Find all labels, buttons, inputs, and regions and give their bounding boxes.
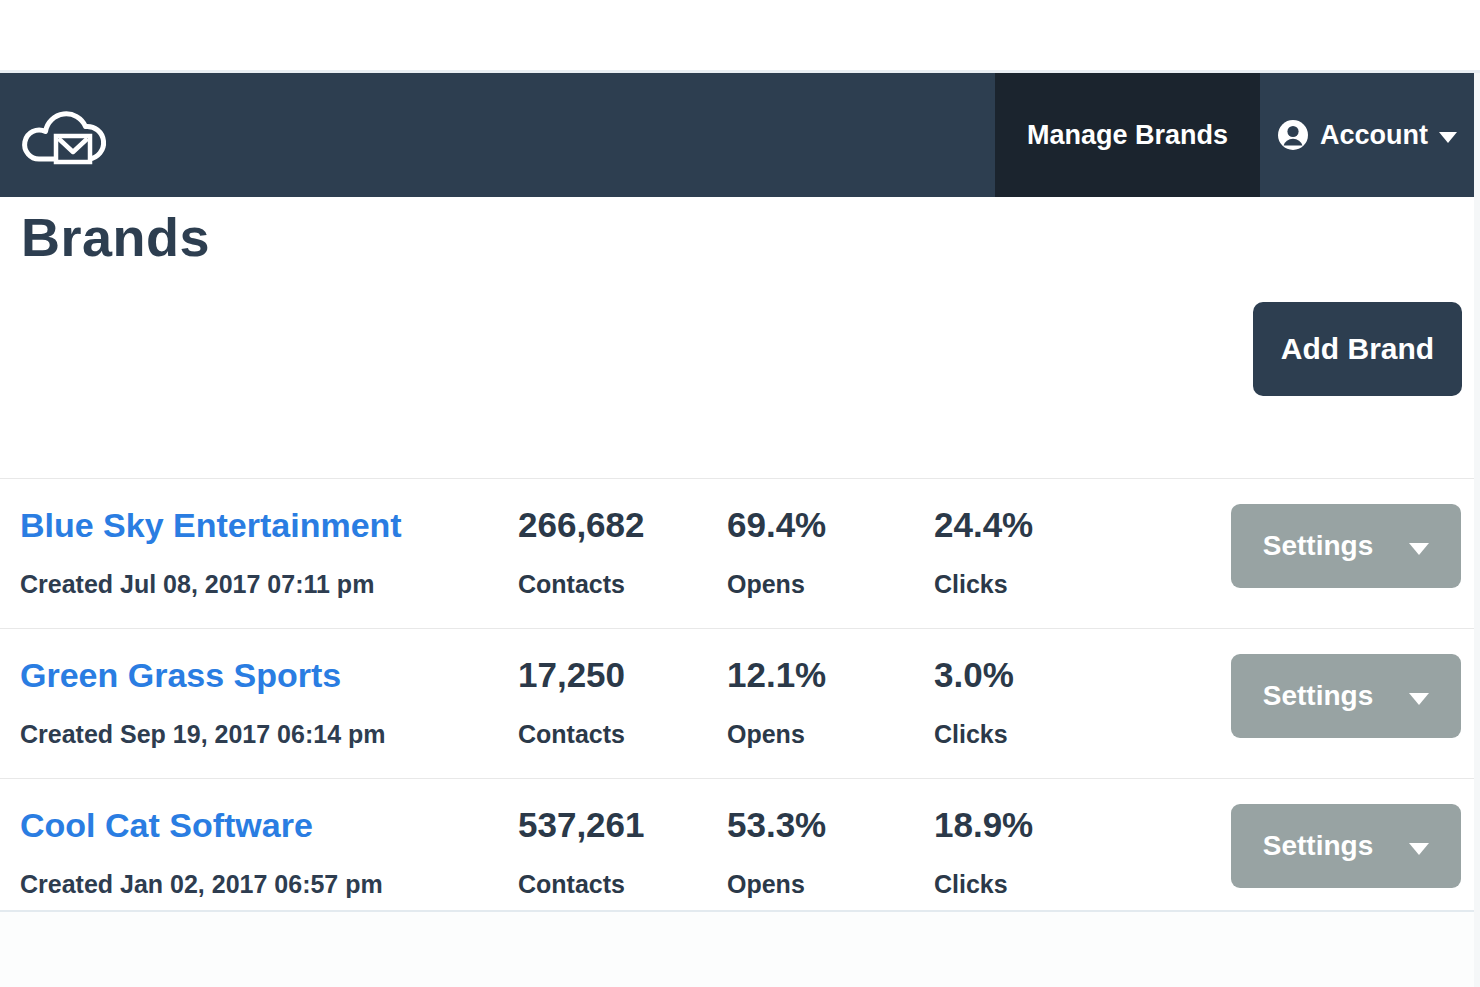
cloud-envelope-logo-icon (20, 102, 108, 168)
brand-stat-contacts: 537,261 Contacts (518, 779, 727, 910)
brand-info-cell: Green Grass Sports Created Sep 19, 2017 … (20, 629, 518, 778)
brand-stat-clicks: 24.4% Clicks (934, 479, 1231, 628)
brand-name-link[interactable]: Blue Sky Entertainment (20, 504, 402, 546)
brand-stat-opens: 53.3% Opens (727, 779, 934, 910)
settings-button[interactable]: Settings (1231, 804, 1461, 888)
brand-actions-cell: Settings (1231, 479, 1461, 628)
nav-manage-brands-label: Manage Brands (1027, 120, 1228, 151)
opens-value: 69.4% (727, 504, 934, 546)
right-whitespace (1474, 73, 1480, 987)
user-circle-icon (1277, 119, 1309, 151)
settings-button[interactable]: Settings (1231, 654, 1461, 738)
caret-down-icon (1409, 543, 1429, 555)
contacts-label: Contacts (518, 870, 727, 899)
brands-list: Blue Sky Entertainment Created Jul 08, 2… (0, 478, 1474, 910)
brand-row: Blue Sky Entertainment Created Jul 08, 2… (0, 478, 1474, 628)
nav-account-label: Account (1320, 120, 1428, 151)
brand-row: Cool Cat Software Created Jan 02, 2017 0… (0, 778, 1474, 910)
brand-stat-clicks: 3.0% Clicks (934, 629, 1231, 778)
brand-info-cell: Cool Cat Software Created Jan 02, 2017 0… (20, 779, 518, 910)
brand-stat-opens: 69.4% Opens (727, 479, 934, 628)
brand-actions-cell: Settings (1231, 629, 1461, 778)
nav-manage-brands[interactable]: Manage Brands (995, 73, 1260, 197)
clicks-label: Clicks (934, 570, 1231, 599)
clicks-value: 3.0% (934, 654, 1231, 696)
navbar: Manage Brands Account (0, 73, 1474, 197)
contacts-value: 17,250 (518, 654, 727, 696)
settings-button-label: Settings (1263, 680, 1373, 712)
settings-button-label: Settings (1263, 530, 1373, 562)
brand-created-date: Created Sep 19, 2017 06:14 pm (20, 720, 518, 749)
brand-created-date: Created Jul 08, 2017 07:11 pm (20, 570, 518, 599)
clicks-label: Clicks (934, 870, 1231, 899)
caret-down-icon (1439, 132, 1457, 143)
opens-label: Opens (727, 570, 934, 599)
add-brand-button[interactable]: Add Brand (1253, 302, 1462, 396)
clicks-value: 24.4% (934, 504, 1231, 546)
app-logo[interactable] (18, 100, 110, 170)
opens-label: Opens (727, 870, 934, 899)
opens-value: 53.3% (727, 804, 934, 846)
contacts-label: Contacts (518, 720, 727, 749)
page-title: Brands (21, 206, 210, 268)
page: Manage Brands Account Brands Add Brand B… (0, 0, 1480, 987)
contacts-value: 537,261 (518, 804, 727, 846)
clicks-label: Clicks (934, 720, 1231, 749)
opens-value: 12.1% (727, 654, 934, 696)
brand-stat-contacts: 266,682 Contacts (518, 479, 727, 628)
nav-account-menu[interactable]: Account (1260, 73, 1474, 197)
caret-down-icon (1409, 693, 1429, 705)
brand-stat-clicks: 18.9% Clicks (934, 779, 1231, 910)
settings-button-label: Settings (1263, 830, 1373, 862)
brand-name-link[interactable]: Cool Cat Software (20, 804, 313, 846)
brand-info-cell: Blue Sky Entertainment Created Jul 08, 2… (20, 479, 518, 628)
bottom-whitespace (0, 910, 1474, 987)
clicks-value: 18.9% (934, 804, 1231, 846)
settings-button[interactable]: Settings (1231, 504, 1461, 588)
opens-label: Opens (727, 720, 934, 749)
caret-down-icon (1409, 843, 1429, 855)
brand-stat-opens: 12.1% Opens (727, 629, 934, 778)
brand-created-date: Created Jan 02, 2017 06:57 pm (20, 870, 518, 899)
contacts-value: 266,682 (518, 504, 727, 546)
brand-actions-cell: Settings (1231, 779, 1461, 910)
contacts-label: Contacts (518, 570, 727, 599)
brand-row: Green Grass Sports Created Sep 19, 2017 … (0, 628, 1474, 778)
brand-name-link[interactable]: Green Grass Sports (20, 654, 341, 696)
brand-stat-contacts: 17,250 Contacts (518, 629, 727, 778)
